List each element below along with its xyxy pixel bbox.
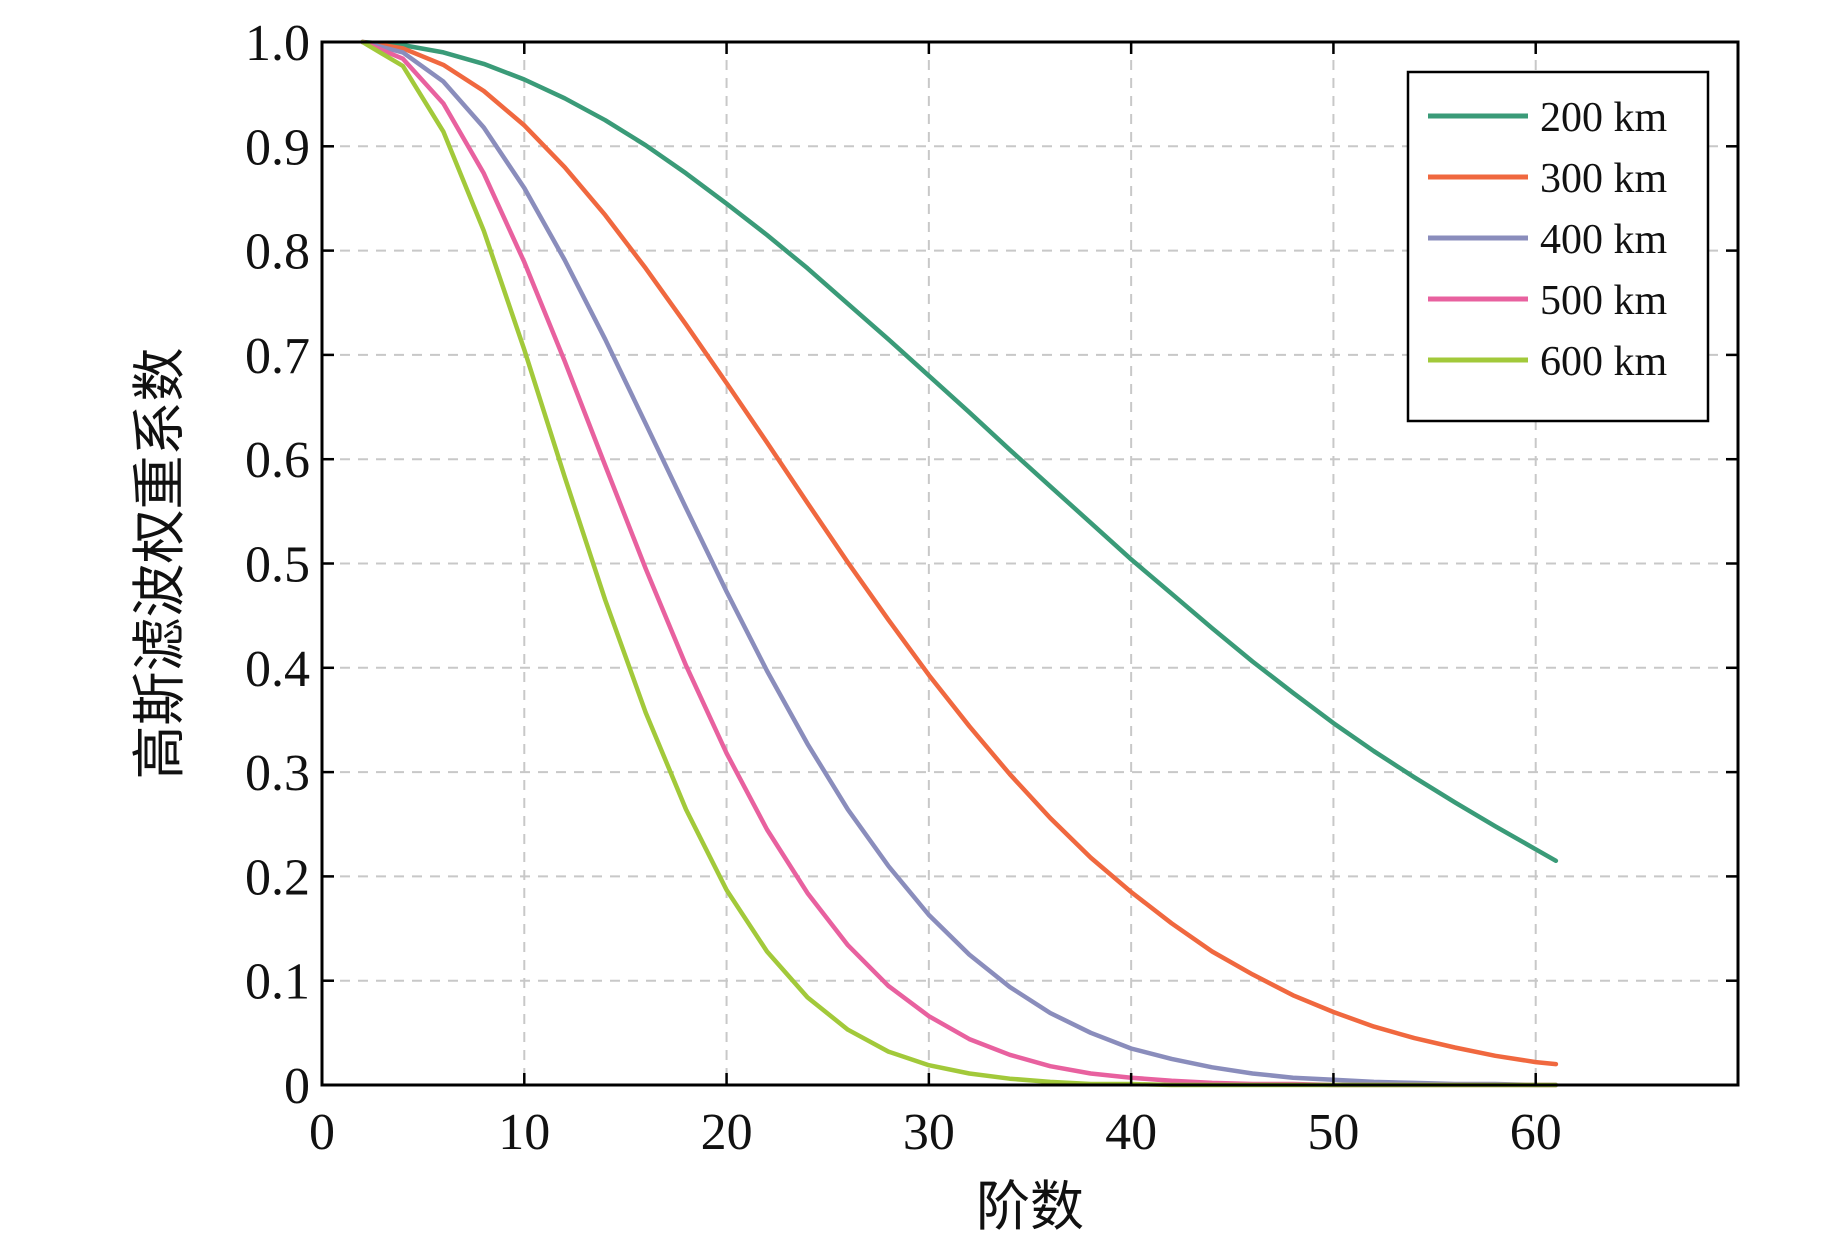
y-tick-label: 1.0	[245, 15, 310, 72]
y-tick-label: 0.7	[245, 328, 310, 385]
x-tick-label: 10	[498, 1104, 550, 1161]
legend-label: 400 km	[1540, 217, 1668, 263]
y-tick-label: 0.9	[245, 119, 310, 176]
tick-labels: 0 10 20 30 40 50 60 0 0.1 0.2 0.3 0.4 0.5 0.6 0.7 0.8 0.…	[245, 15, 1562, 1161]
y-tick-label: 0.4	[245, 641, 310, 698]
legend-label: 600 km	[1540, 339, 1668, 385]
series-line	[360, 39, 1559, 1088]
y-tick-label: 0.3	[245, 745, 310, 802]
axis-ticks	[320, 40, 1738, 1087]
legend-label: 200 km	[1540, 95, 1668, 141]
x-tick-label: 40	[1105, 1104, 1157, 1161]
y-tick-label: 0.2	[245, 849, 310, 906]
y-tick-label: 0.8	[245, 224, 310, 281]
series-line	[360, 39, 1559, 1067]
x-tick-label: 20	[701, 1104, 753, 1161]
y-tick-label: 0.1	[245, 954, 310, 1011]
x-tick-label: 60	[1510, 1104, 1562, 1161]
x-tick-label: 30	[903, 1104, 955, 1161]
legend-label: 300 km	[1540, 156, 1668, 202]
y-tick-label: 0	[284, 1058, 310, 1115]
legend-box	[1406, 70, 1710, 423]
y-axis-title: 高斯滤波权重系数	[128, 348, 191, 780]
y-tick-label: 0.5	[245, 537, 310, 594]
legend: 200 km 300 km 400 km 500 km 600 km	[1406, 70, 1710, 423]
y-tick-label: 0.6	[245, 432, 310, 489]
x-tick-label: 50	[1307, 1104, 1359, 1161]
x-tick-label: 0	[309, 1104, 335, 1161]
series-line	[360, 39, 1559, 864]
x-axis-title: 阶数	[976, 1175, 1084, 1238]
legend-label: 500 km	[1540, 278, 1668, 324]
